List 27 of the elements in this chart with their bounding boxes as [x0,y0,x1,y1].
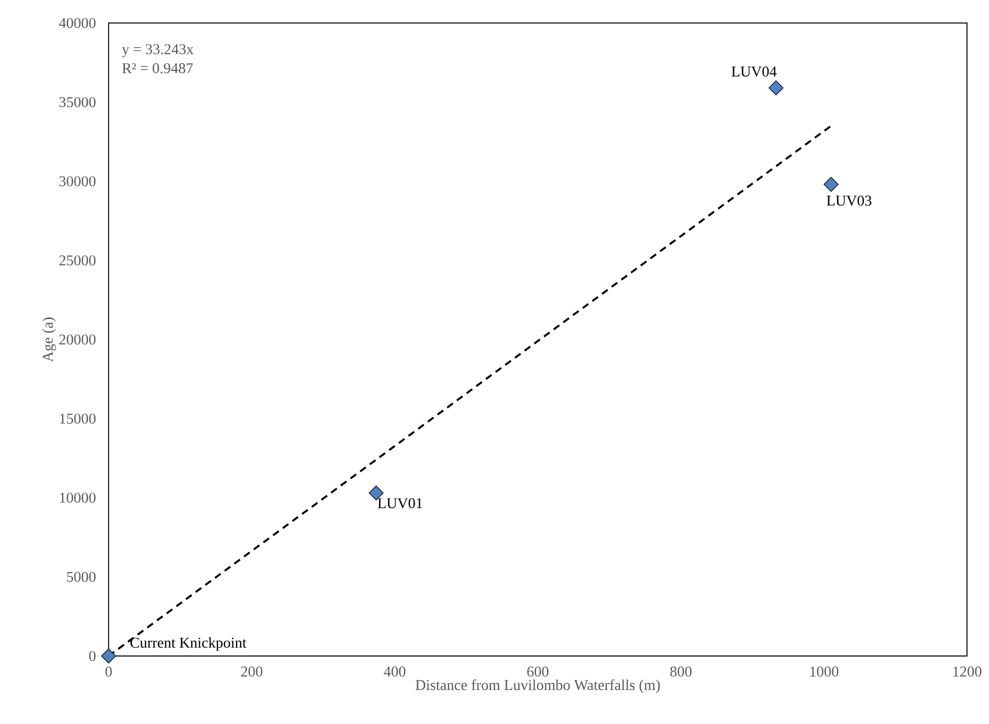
y-axis-title: Age (a) [42,318,56,362]
y-tick-label: 40000 [59,18,96,28]
y-tick-label: 35000 [59,97,96,108]
x-tick-label: 1200 [953,666,982,677]
annotation: Current Knickpoint [130,637,246,651]
y-tick-label: 30000 [59,176,96,186]
x-tick-label: 0 [105,666,112,677]
y-tick-label: 10000 [60,492,96,503]
annotation: LUV04 [732,66,777,77]
y-tick-label: 20000 [59,334,96,345]
y-tick-label: 25000 [59,255,96,266]
point [101,648,116,664]
annotation: y = 33.243x [122,44,194,58]
x-tick-label: 1000 [810,666,838,677]
y-tick-label: 5000 [67,572,96,582]
annotation: LUV03 [826,196,872,206]
x-tick-label: 800 [670,666,692,677]
annotation: LUV01 [378,498,422,508]
y-tick-label: 0 [89,650,96,662]
x-tick-label: 200 [241,666,262,677]
point [768,80,784,96]
x-tick-label: 600 [527,666,548,677]
annotation: R² = 0.9487 [122,63,193,74]
x-tick-label: 400 [384,666,406,677]
point [824,176,839,192]
y-tick-label: 15000 [60,414,96,424]
x-axis-title: Distance from Luvilombo Waterfalls (m) [416,679,660,694]
